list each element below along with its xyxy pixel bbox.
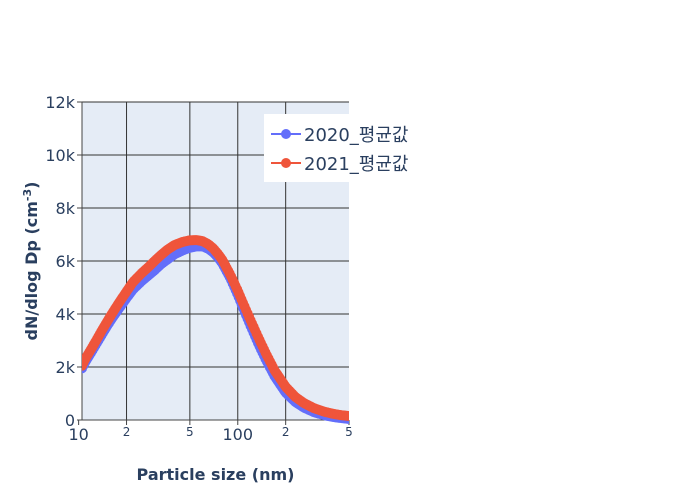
tick-labels: 0 2k 4k 6k 8k 10k 12k 10 2 5 100 2 5 xyxy=(45,93,352,444)
x-tick-label: 100 xyxy=(222,425,253,444)
y-tick-label: 6k xyxy=(56,252,76,271)
data-point[interactable] xyxy=(344,411,354,422)
x-tick-label: 5 xyxy=(186,425,194,439)
legend-marker-2020 xyxy=(281,129,291,139)
y-tick-label: 10k xyxy=(45,146,75,165)
y-axis-title-main: dN/dlog Dp (cm xyxy=(22,201,41,340)
y-tick-label: 12k xyxy=(45,93,75,112)
legend-background xyxy=(264,114,406,182)
x-tick-label: 5 xyxy=(345,425,353,439)
legend-item-2021[interactable]: 2021_평균값 xyxy=(271,154,409,175)
legend-label-2020: 2020_평균값 xyxy=(304,125,409,146)
y-axis-title-close: ) xyxy=(22,182,41,189)
x-tick-label: 10 xyxy=(68,425,88,444)
series-layer xyxy=(82,235,354,424)
y-axis-title-sup: -3 xyxy=(21,189,34,201)
series-1 xyxy=(82,235,354,422)
y-tick-label: 8k xyxy=(56,199,76,218)
x-tick-label: 2 xyxy=(282,425,290,439)
y-tick-label: 0 xyxy=(65,411,75,430)
x-axis-title: Particle size (nm) xyxy=(137,465,295,484)
legend-label-2021: 2021_평균값 xyxy=(304,154,409,175)
y-axis-title: dN/dlog Dp (cm-3) xyxy=(21,182,41,341)
y-tick-label: 4k xyxy=(56,305,76,324)
x-tick-label: 2 xyxy=(123,425,131,439)
legend-marker-2021 xyxy=(281,158,291,168)
legend[interactable]: 2020_평균값 2021_평균값 xyxy=(264,114,409,182)
y-tick-label: 2k xyxy=(56,358,76,377)
legend-item-2020[interactable]: 2020_평균값 xyxy=(271,125,409,146)
